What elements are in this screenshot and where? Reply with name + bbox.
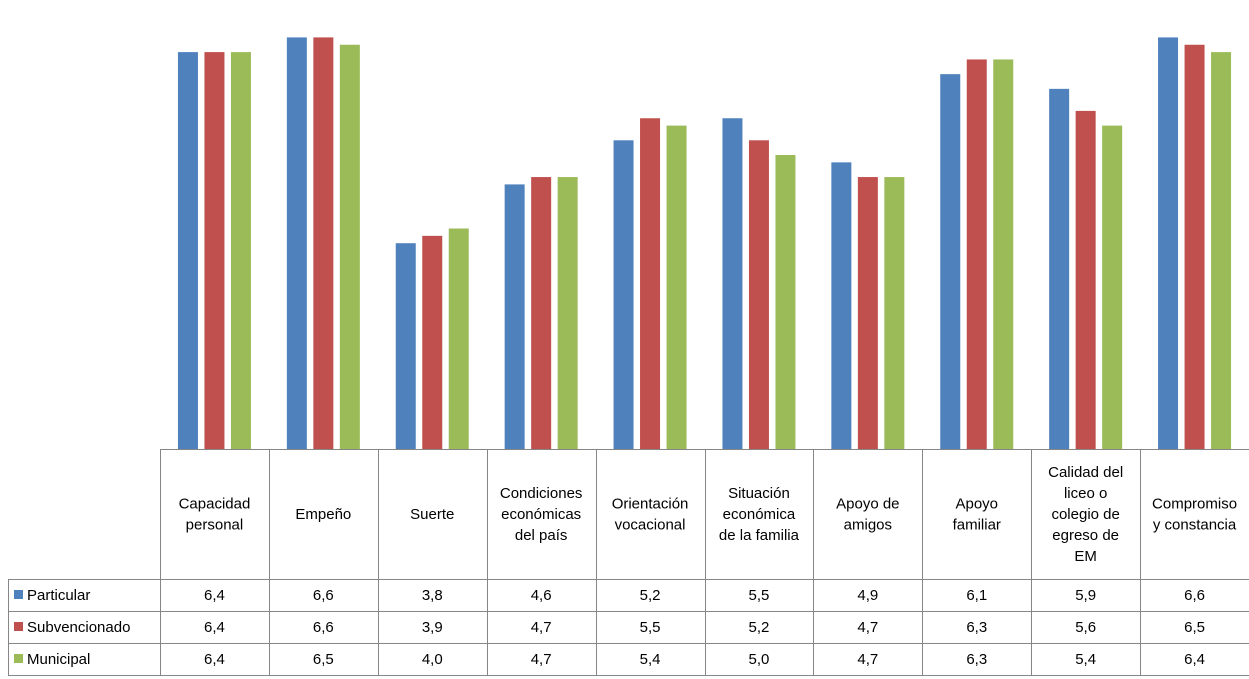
category-label: del país [515,527,568,544]
category-label: Orientación [612,496,689,513]
data-label-subvencionado: 6,3 [966,619,987,636]
bar-subvencionado-orientacion-vocacional [640,118,661,449]
data-label-municipal: 5,4 [640,651,661,668]
bar-municipal-empeno [339,44,360,449]
data-label-particular: 5,5 [749,587,770,604]
category-label: de la familia [719,527,800,544]
data-label-municipal: 5,0 [749,651,770,668]
data-label-subvencionado: 4,7 [531,619,552,636]
category-label: Compromiso [1152,496,1237,513]
legend-key-particular [14,590,23,599]
series-name-subvencionado: Subvencionado [27,619,130,636]
category-label: Apoyo de [836,496,899,513]
bar-subvencionado-calidad-del-liceo-o-colegio-de-egreso-de-em [1075,110,1096,450]
data-label-municipal: 6,3 [966,651,987,668]
bar-particular-calidad-del-liceo-o-colegio-de-egreso-de-em [1049,88,1070,449]
bar-particular-suerte [395,243,416,449]
data-label-particular: 5,9 [1075,587,1096,604]
category-label: Condiciones [500,485,583,502]
data-label-subvencionado: 5,2 [749,619,770,636]
bar-municipal-calidad-del-liceo-o-colegio-de-egreso-de-em [1102,125,1123,449]
bar-municipal-suerte [448,228,469,449]
category-label: liceo o [1064,485,1107,502]
bar-municipal-condiciones-economicas-del-pais [557,177,578,450]
category-label: Situación [728,485,790,502]
data-label-particular: 6,1 [966,587,987,604]
category-label: económica [723,506,796,523]
bar-subvencionado-compromiso-y-constancia [1184,44,1205,449]
data-label-subvencionado: 5,5 [640,619,661,636]
series-names: Particular Subvencionado Municipal [14,587,130,668]
category-label: amigos [844,517,892,534]
data-label-municipal: 5,4 [1075,651,1096,668]
data-label-particular: 3,8 [422,587,443,604]
data-label-municipal: 6,5 [313,651,334,668]
bar-subvencionado-empeno [313,37,334,450]
bar-municipal-apoyo-de-amigos [884,177,905,450]
bar-subvencionado-capacidad-personal [204,52,225,449]
bar-particular-condiciones-economicas-del-pais [504,184,525,449]
legend-key-municipal [14,654,23,663]
data-label-particular: 6,4 [204,587,225,604]
data-label-subvencionado: 5,6 [1075,619,1096,636]
category-label: egreso de [1052,527,1119,544]
bar-particular-apoyo-familiar [940,74,961,450]
bar-municipal-orientacion-vocacional [666,125,687,449]
category-label: y constancia [1153,517,1237,534]
category-label: EM [1074,548,1097,565]
data-label-particular: 4,6 [531,587,552,604]
data-label-subvencionado: 6,6 [313,619,334,636]
category-labels: Capacidad personal Empeño Suerte Condiciones… [179,464,1237,565]
bar-municipal-compromiso-y-constancia [1211,52,1232,449]
category-label: familiar [953,517,1001,534]
series-name-municipal: Municipal [27,651,90,668]
data-label-subvencionado: 4,7 [857,619,878,636]
category-label: colegio de [1051,506,1119,523]
bar-particular-orientacion-vocacional [613,140,634,450]
bar-particular-compromiso-y-constancia [1158,37,1179,450]
category-label: personal [186,517,244,534]
bar-subvencionado-apoyo-de-amigos [857,177,878,450]
data-label-particular: 6,6 [313,587,334,604]
legend-key-subvencionado [14,622,23,631]
bar-particular-situacion-economica-de-la-familia [722,118,743,449]
data-label-particular: 4,9 [857,587,878,604]
category-label: Calidad del [1048,464,1123,481]
data-label-municipal: 6,4 [204,651,225,668]
data-label-municipal: 4,7 [531,651,552,668]
data-label-municipal: 4,0 [422,651,443,668]
bar-municipal-capacidad-personal [230,52,251,449]
data-label-municipal: 4,7 [857,651,878,668]
category-label: Apoyo [955,496,998,513]
data-label-particular: 5,2 [640,587,661,604]
category-label: económicas [501,506,581,523]
data-label-municipal: 6,4 [1184,651,1205,668]
data-table-grid [8,449,1249,676]
bar-particular-empeno [286,37,307,450]
data-table-values: 6,4 6,6 3,8 4,6 5,2 5,5 4,9 6,1 5,9 6,6 6,4 6,6 3,9 4… [204,587,1205,668]
category-label: Suerte [410,506,454,523]
data-label-subvencionado: 6,5 [1184,619,1205,636]
bar-municipal-situacion-economica-de-la-familia [775,155,796,449]
data-label-subvencionado: 6,4 [204,619,225,636]
category-label: Empeño [295,506,351,523]
series-name-particular: Particular [27,587,90,604]
bar-municipal-apoyo-familiar [993,59,1014,449]
bar-subvencionado-apoyo-familiar [966,59,987,449]
bar-subvencionado-condiciones-economicas-del-pais [531,177,552,450]
category-label: Capacidad [179,496,251,513]
bar-subvencionado-situacion-economica-de-la-familia [748,140,769,450]
bar-subvencionado-suerte [422,235,443,449]
data-label-particular: 6,6 [1184,587,1205,604]
bar-particular-apoyo-de-amigos [831,162,852,449]
bars-group [177,37,1232,450]
bar-particular-capacidad-personal [177,52,198,449]
data-label-subvencionado: 3,9 [422,619,443,636]
category-label: vocacional [615,517,686,534]
